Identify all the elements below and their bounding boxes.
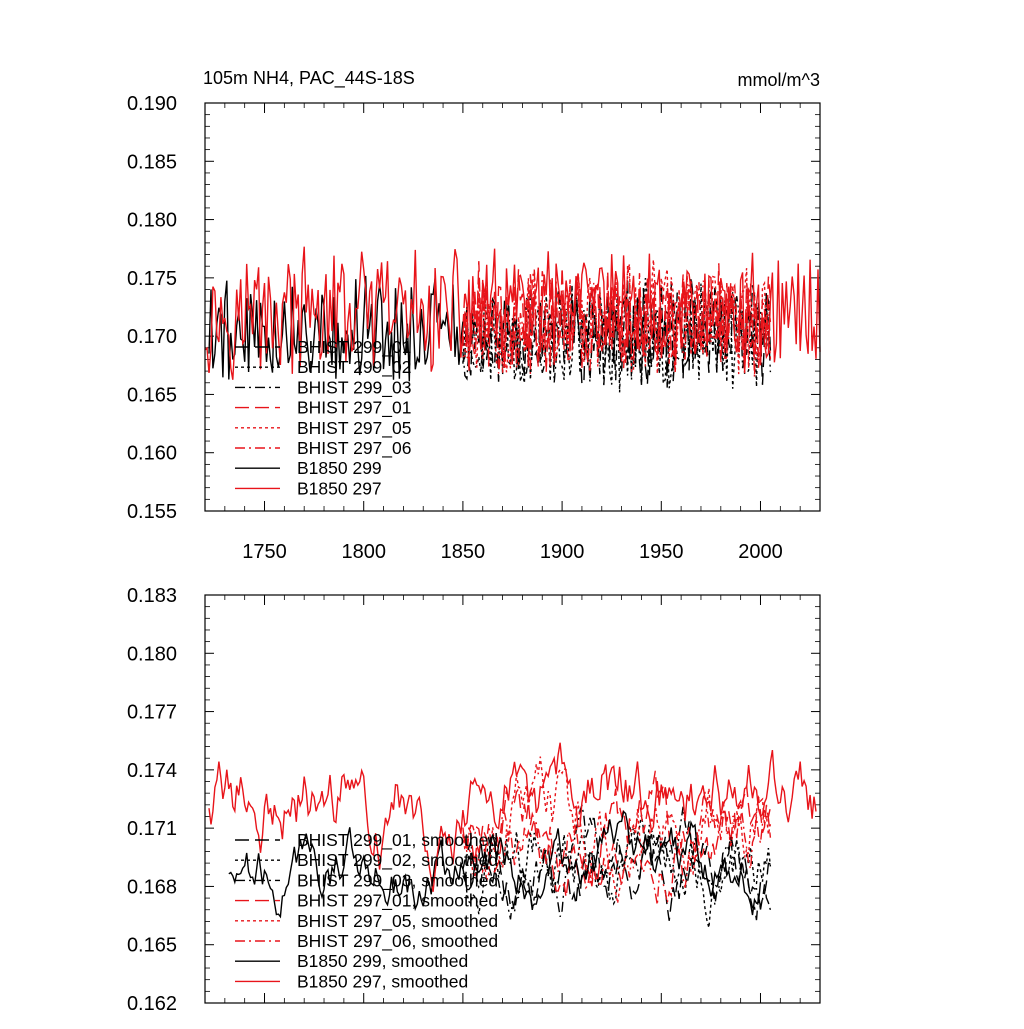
x-tick-label: 1900	[540, 541, 585, 563]
legend-label: BHIST 299_02	[297, 357, 411, 378]
bottom-plot-frame	[204, 594, 821, 1004]
series-line-b1850-297-smoothed	[208, 742, 817, 892]
series-line-bhist-297-05-smoothed	[462, 756, 772, 904]
legend-label: BHIST 297_05	[297, 418, 411, 439]
y-tick-label: 0.170	[127, 326, 177, 348]
top-series	[204, 246, 821, 393]
legend-label: BHIST 299_01	[297, 337, 411, 358]
y-tick-label: 0.171	[127, 818, 177, 840]
top-title-left: 105m NH4, PAC_44S-18S	[203, 68, 415, 89]
legend-label: BHIST 297_01, smoothed	[297, 891, 498, 912]
legend-label: BHIST 299_03	[297, 377, 411, 398]
x-tick-label: 1800	[341, 541, 386, 563]
legend-label: BHIST 299_01, smoothed	[297, 830, 498, 851]
y-tick-label: 0.168	[127, 876, 177, 898]
y-tick-label: 0.180	[127, 210, 177, 232]
y-tick-label: 0.180	[127, 643, 177, 665]
y-tick-label: 0.190	[127, 93, 177, 115]
legend-label: BHIST 297_06, smoothed	[297, 931, 498, 952]
y-tick-label: 0.175	[127, 268, 177, 290]
y-tick-label: 0.174	[127, 760, 177, 782]
x-tick-label: 1950	[639, 541, 684, 563]
x-tick-label: 1750	[242, 541, 287, 563]
legend-label: BHIST 297_06	[297, 438, 411, 459]
top-title-right: mmol/m^3	[738, 70, 820, 90]
y-tick-label: 0.177	[127, 702, 177, 724]
series-line-b1850-299-smoothed	[228, 810, 762, 919]
top-plot-frame	[204, 102, 821, 512]
series-line-bhist-297-05	[462, 259, 772, 375]
y-tick-label: 0.160	[127, 443, 177, 465]
top-panel: 105m NH4, PAC_44S-18S mmol/m^3 0.155 0.16…	[127, 68, 821, 563]
series-line-bhist-297-06-smoothed	[462, 791, 772, 906]
legend-label: BHIST 297_01	[297, 398, 411, 419]
legend-label: B1850 297, smoothed	[297, 971, 468, 991]
legend-label: B1850 299	[297, 458, 382, 478]
y-tick-label: 0.155	[127, 501, 177, 523]
series-line-bhist-297-01	[462, 261, 772, 373]
y-tick-label: 0.165	[127, 384, 177, 406]
y-tick-label: 0.165	[127, 935, 177, 957]
series-line-bhist-297-06	[462, 265, 772, 378]
top-ticks: 0.155 0.160 0.165 0.170 0.175 0.180 0.185 0.190…	[127, 93, 821, 563]
legend-label: BHIST 297_05, smoothed	[297, 911, 498, 932]
series-line-bhist-297-01-smoothed	[462, 770, 772, 898]
y-tick-label: 0.162	[127, 993, 177, 1015]
x-tick-label: 1850	[441, 541, 486, 563]
x-tick-label: 2000	[738, 541, 783, 563]
series-line-b1850-297	[204, 246, 821, 380]
legend-label: BHIST 299_03, smoothed	[297, 870, 498, 891]
series-line-bhist-299-03-smoothed	[462, 802, 772, 920]
bottom-panel: 0.162 0.165 0.168 0.171 0.174 0.177 0.180 0.183…	[127, 585, 821, 1015]
series-line-bhist-299-01-smoothed	[462, 836, 771, 921]
series-line-bhist-299-02-smoothed	[462, 814, 772, 928]
y-tick-label: 0.183	[127, 585, 177, 607]
bottom-series	[208, 742, 817, 928]
series-line-b1850-299	[208, 275, 464, 382]
y-tick-label: 0.185	[127, 151, 177, 173]
legend-label: B1850 299, smoothed	[297, 951, 468, 971]
legend-label: B1850 297	[297, 478, 382, 498]
legend-label: BHIST 299_02, smoothed	[297, 850, 498, 871]
